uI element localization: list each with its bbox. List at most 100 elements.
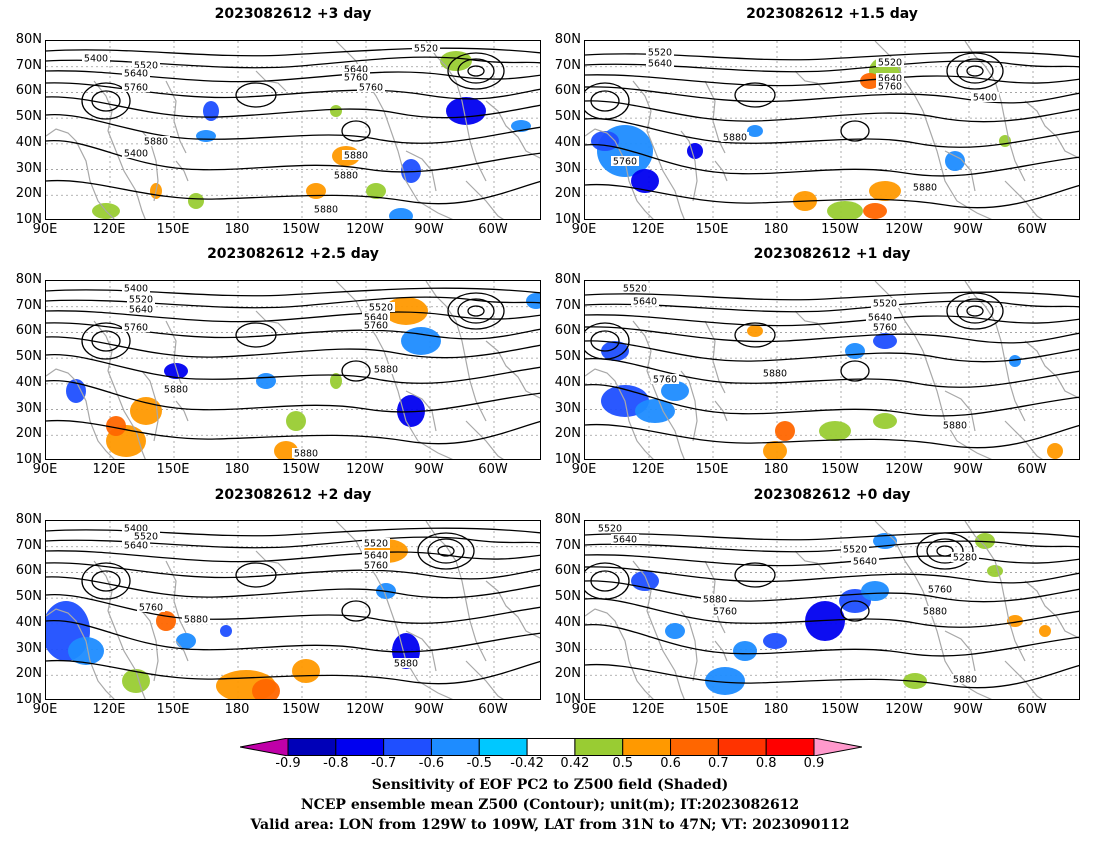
- z500-closed-contour: [585, 82, 630, 120]
- coastline: [794, 70, 826, 92]
- coastline: [680, 370, 698, 442]
- z500-contour: [46, 139, 540, 173]
- z500-contour: [585, 566, 1079, 584]
- lat-label: 70N: [15, 297, 42, 313]
- z500-contour: [46, 96, 540, 119]
- sensitivity-area: [122, 669, 150, 693]
- sensitivity-area: [401, 327, 441, 355]
- colorbar: [240, 738, 862, 756]
- contour-label-bg: [951, 674, 979, 684]
- contour-label-bg: [921, 606, 949, 616]
- lon-label: 150W: [282, 222, 320, 237]
- sensitivity-area: [733, 641, 757, 661]
- contour-label: 5640: [364, 551, 388, 562]
- lat-label: 30N: [554, 400, 581, 416]
- lat-label: 80N: [15, 512, 42, 527]
- contour-label: 5640: [613, 535, 637, 546]
- lon-label: 90W: [414, 702, 444, 717]
- lon-label: 90W: [414, 462, 444, 477]
- coastline: [46, 128, 115, 219]
- contour-label-bg: [941, 420, 969, 430]
- z500-contour: [46, 310, 540, 323]
- lat-label: 80N: [15, 272, 42, 287]
- sensitivity-area: [401, 159, 421, 183]
- panel-title-4: 2023082612 +1 day: [753, 246, 911, 262]
- z500-closed-contour: [916, 532, 974, 570]
- contour-label-bg: [182, 614, 210, 624]
- lat-label: 20N: [15, 666, 42, 682]
- z500-closed-contour: [956, 58, 994, 84]
- z500-contour: [585, 100, 1079, 123]
- lon-label: 90E: [32, 702, 58, 717]
- lon-label: 150E: [156, 462, 190, 477]
- sensitivity-area: [196, 130, 216, 142]
- contour-label: 5760: [873, 323, 897, 334]
- contour-label-bg: [122, 322, 150, 332]
- contour-label-bg: [721, 132, 749, 142]
- z500-closed-contour: [590, 90, 620, 112]
- contour-label: 5520: [878, 58, 902, 69]
- colorbar-right-arrow: [813, 738, 862, 756]
- lat-label: 40N: [15, 134, 42, 150]
- z500-closed-contour: [467, 305, 485, 317]
- contour-label-bg: [362, 320, 390, 330]
- contour-label: 5760: [124, 323, 148, 334]
- contour-label: 5880: [923, 607, 947, 618]
- sensitivity-area: [763, 441, 787, 459]
- coastline: [465, 180, 504, 219]
- contour-label-bg: [132, 60, 160, 70]
- lat-label: 80N: [554, 512, 581, 527]
- coastline: [255, 310, 287, 332]
- lat-label: 30N: [15, 640, 42, 656]
- colorbar-tick-label: 0.8: [755, 756, 777, 771]
- z500-closed-contour: [341, 360, 371, 382]
- coastline: [46, 608, 115, 699]
- coastline: [1024, 580, 1079, 639]
- z500-contour: [585, 540, 1079, 553]
- contour-label-bg: [701, 594, 729, 604]
- lat-label: 10N: [554, 692, 581, 707]
- lon-label: 120W: [346, 462, 384, 477]
- contour-label-bg: [926, 584, 954, 594]
- sensitivity-area: [106, 416, 126, 436]
- sensitivity-area: [763, 633, 787, 649]
- coastline: [1024, 340, 1079, 399]
- contour-label-bg: [611, 534, 639, 544]
- contour-label: 5760: [928, 585, 952, 596]
- colorbar-box: [478, 738, 528, 756]
- contour-label: 5520: [843, 545, 867, 556]
- coastline: [944, 390, 976, 432]
- coastline: [93, 560, 146, 699]
- colorbar-box: [335, 738, 385, 756]
- coastline: [255, 70, 287, 92]
- sensitivity-area: [256, 373, 276, 389]
- colorbar-left-arrow: [240, 738, 289, 756]
- coastline: [714, 640, 728, 662]
- contour-label: 5760: [713, 607, 737, 618]
- contour-label-bg: [651, 374, 679, 384]
- lat-label: 20N: [554, 666, 581, 682]
- contour-label-bg: [342, 72, 370, 82]
- contour-label: 5520: [134, 61, 158, 72]
- map-panel-4: 5520 5640 5520 5640 5760 5760 5880 5880: [584, 280, 1080, 460]
- z500-contour: [46, 336, 540, 359]
- sensitivity-area: [1047, 443, 1063, 459]
- lat-label: 20N: [554, 426, 581, 442]
- lat-label: 50N: [15, 109, 42, 125]
- lon-label: 150W: [821, 222, 859, 237]
- sensitivity-area: [987, 565, 1003, 577]
- z500-contour: [585, 300, 1079, 313]
- contour-label: 5520: [369, 303, 393, 314]
- z500-contour: [585, 623, 1079, 657]
- coastline: [465, 420, 504, 459]
- contour-label: 5640: [868, 313, 892, 324]
- coastline: [964, 521, 1026, 662]
- sensitivity-area: [747, 125, 763, 137]
- contour-label: 5400: [973, 93, 997, 104]
- contour-label-bg: [646, 58, 674, 68]
- lon-label: 90W: [414, 222, 444, 237]
- z500-closed-contour: [235, 82, 277, 108]
- sensitivity-area: [705, 667, 745, 695]
